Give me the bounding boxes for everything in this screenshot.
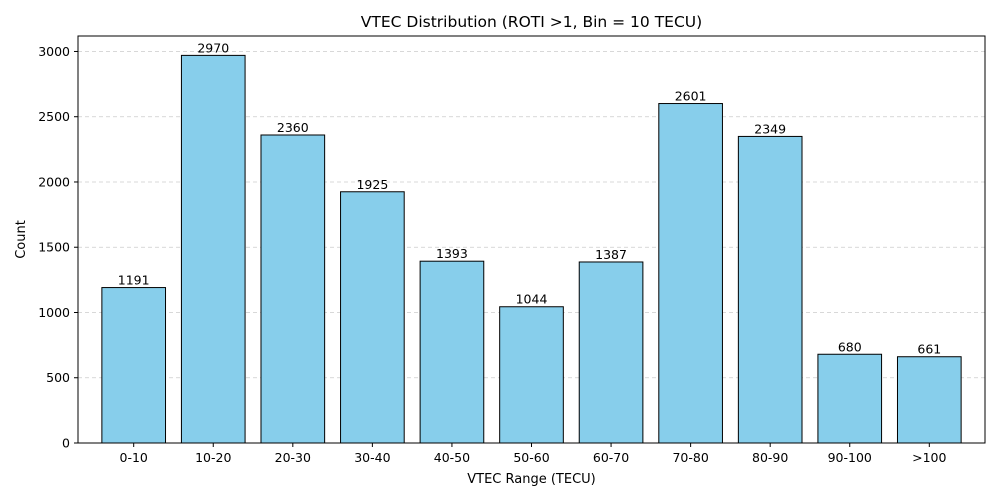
x-tick-label: 50-60 <box>513 450 549 465</box>
bar-value-label: 1925 <box>356 177 388 192</box>
y-tick-label: 2000 <box>38 174 70 189</box>
bar <box>737 135 803 444</box>
bar <box>419 260 485 444</box>
y-tick-label: 0 <box>62 436 70 451</box>
y-axis-ticks: 0 500 1000 1500 2000 2500 3000 <box>38 44 78 451</box>
chart-title: VTEC Distribution (ROTI >1, Bin = 10 TEC… <box>361 13 702 31</box>
bar <box>260 134 326 444</box>
y-tick-label: 1000 <box>38 305 70 320</box>
x-axis-ticks: 0-10 10-20 20-30 30-40 40-50 50-60 60-70 70-80 8… <box>120 443 947 465</box>
bar <box>578 261 644 444</box>
bar-value-label: 1191 <box>118 273 150 288</box>
y-tick-label: 2500 <box>38 109 70 124</box>
x-tick-label: 70-80 <box>672 450 708 465</box>
x-tick-label: 80-90 <box>752 450 788 465</box>
bar-value-label: 661 <box>917 342 941 357</box>
bar-value-label: 1393 <box>436 246 468 261</box>
data-labels: 1191 2970 2360 1925 1393 1044 1387 2601 2349 680 6… <box>118 40 941 356</box>
bar <box>658 103 723 444</box>
bar <box>340 191 405 444</box>
bar-value-label: 2601 <box>675 89 707 104</box>
y-tick-label: 500 <box>46 370 70 385</box>
x-tick-label: 30-40 <box>354 450 390 465</box>
bars <box>101 54 962 444</box>
bar-value-label: 2970 <box>197 40 229 55</box>
bar <box>101 287 167 444</box>
bar <box>896 356 962 444</box>
x-tick-label: 60-70 <box>593 450 629 465</box>
bar <box>180 54 246 444</box>
x-tick-label: >100 <box>912 450 946 465</box>
bar <box>817 353 883 444</box>
bar-value-label: 2360 <box>277 120 309 135</box>
x-axis-label: VTEC Range (TECU) <box>467 472 595 487</box>
x-tick-label: 20-30 <box>275 450 311 465</box>
x-tick-label: 10-20 <box>195 450 231 465</box>
y-tick-label: 1500 <box>38 240 70 255</box>
bar <box>499 306 564 444</box>
x-tick-label: 90-100 <box>828 450 872 465</box>
y-axis-label: Count <box>14 220 29 259</box>
bar-value-label: 1387 <box>595 247 627 262</box>
y-tick-label: 3000 <box>38 44 70 59</box>
bar-value-label: 1044 <box>516 292 548 307</box>
bar-value-label: 680 <box>838 339 862 354</box>
x-tick-label: 0-10 <box>120 450 148 465</box>
bar-value-label: 2349 <box>754 121 786 136</box>
x-tick-label: 40-50 <box>434 450 470 465</box>
